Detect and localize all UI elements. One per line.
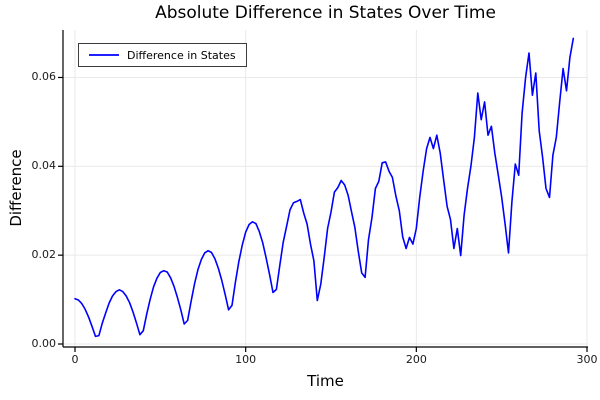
x-tick-label: 100 — [235, 353, 257, 366]
y-tick-label: 0.06 — [31, 70, 57, 84]
x-axis-label: Time — [307, 372, 344, 390]
chart-title: Absolute Difference in States Over Time — [155, 3, 496, 23]
legend: Difference in States — [78, 43, 247, 67]
y-axis-label: Difference — [7, 149, 25, 227]
x-tick-label: 200 — [405, 353, 427, 366]
series-line — [74, 37, 575, 338]
y-tick-label: 0.00 — [31, 337, 57, 350]
y-tick-label: 0.04 — [31, 159, 57, 173]
x-tick-label: 300 — [576, 353, 598, 366]
x-tick-label: 0 — [71, 353, 79, 366]
legend-label: Difference in States — [127, 48, 236, 62]
y-tick-label: 0.02 — [31, 248, 57, 262]
legend-line-icon — [89, 54, 119, 56]
